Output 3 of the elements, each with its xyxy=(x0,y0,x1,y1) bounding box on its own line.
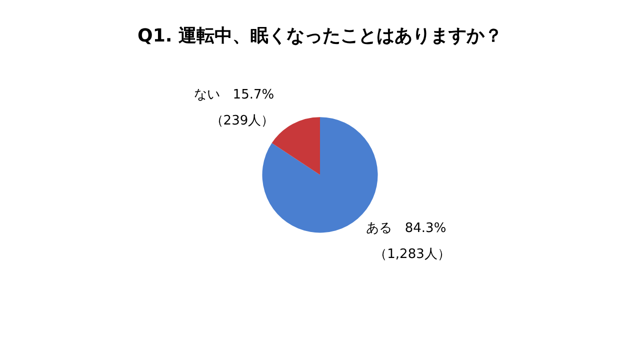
slice-label: ない 15.7% （239人） xyxy=(194,88,274,129)
chart-title: Q1. 運転中、眠くなったことはありますか？ xyxy=(138,26,502,46)
slice-label: ある 84.3% （1,283人） xyxy=(366,221,450,262)
